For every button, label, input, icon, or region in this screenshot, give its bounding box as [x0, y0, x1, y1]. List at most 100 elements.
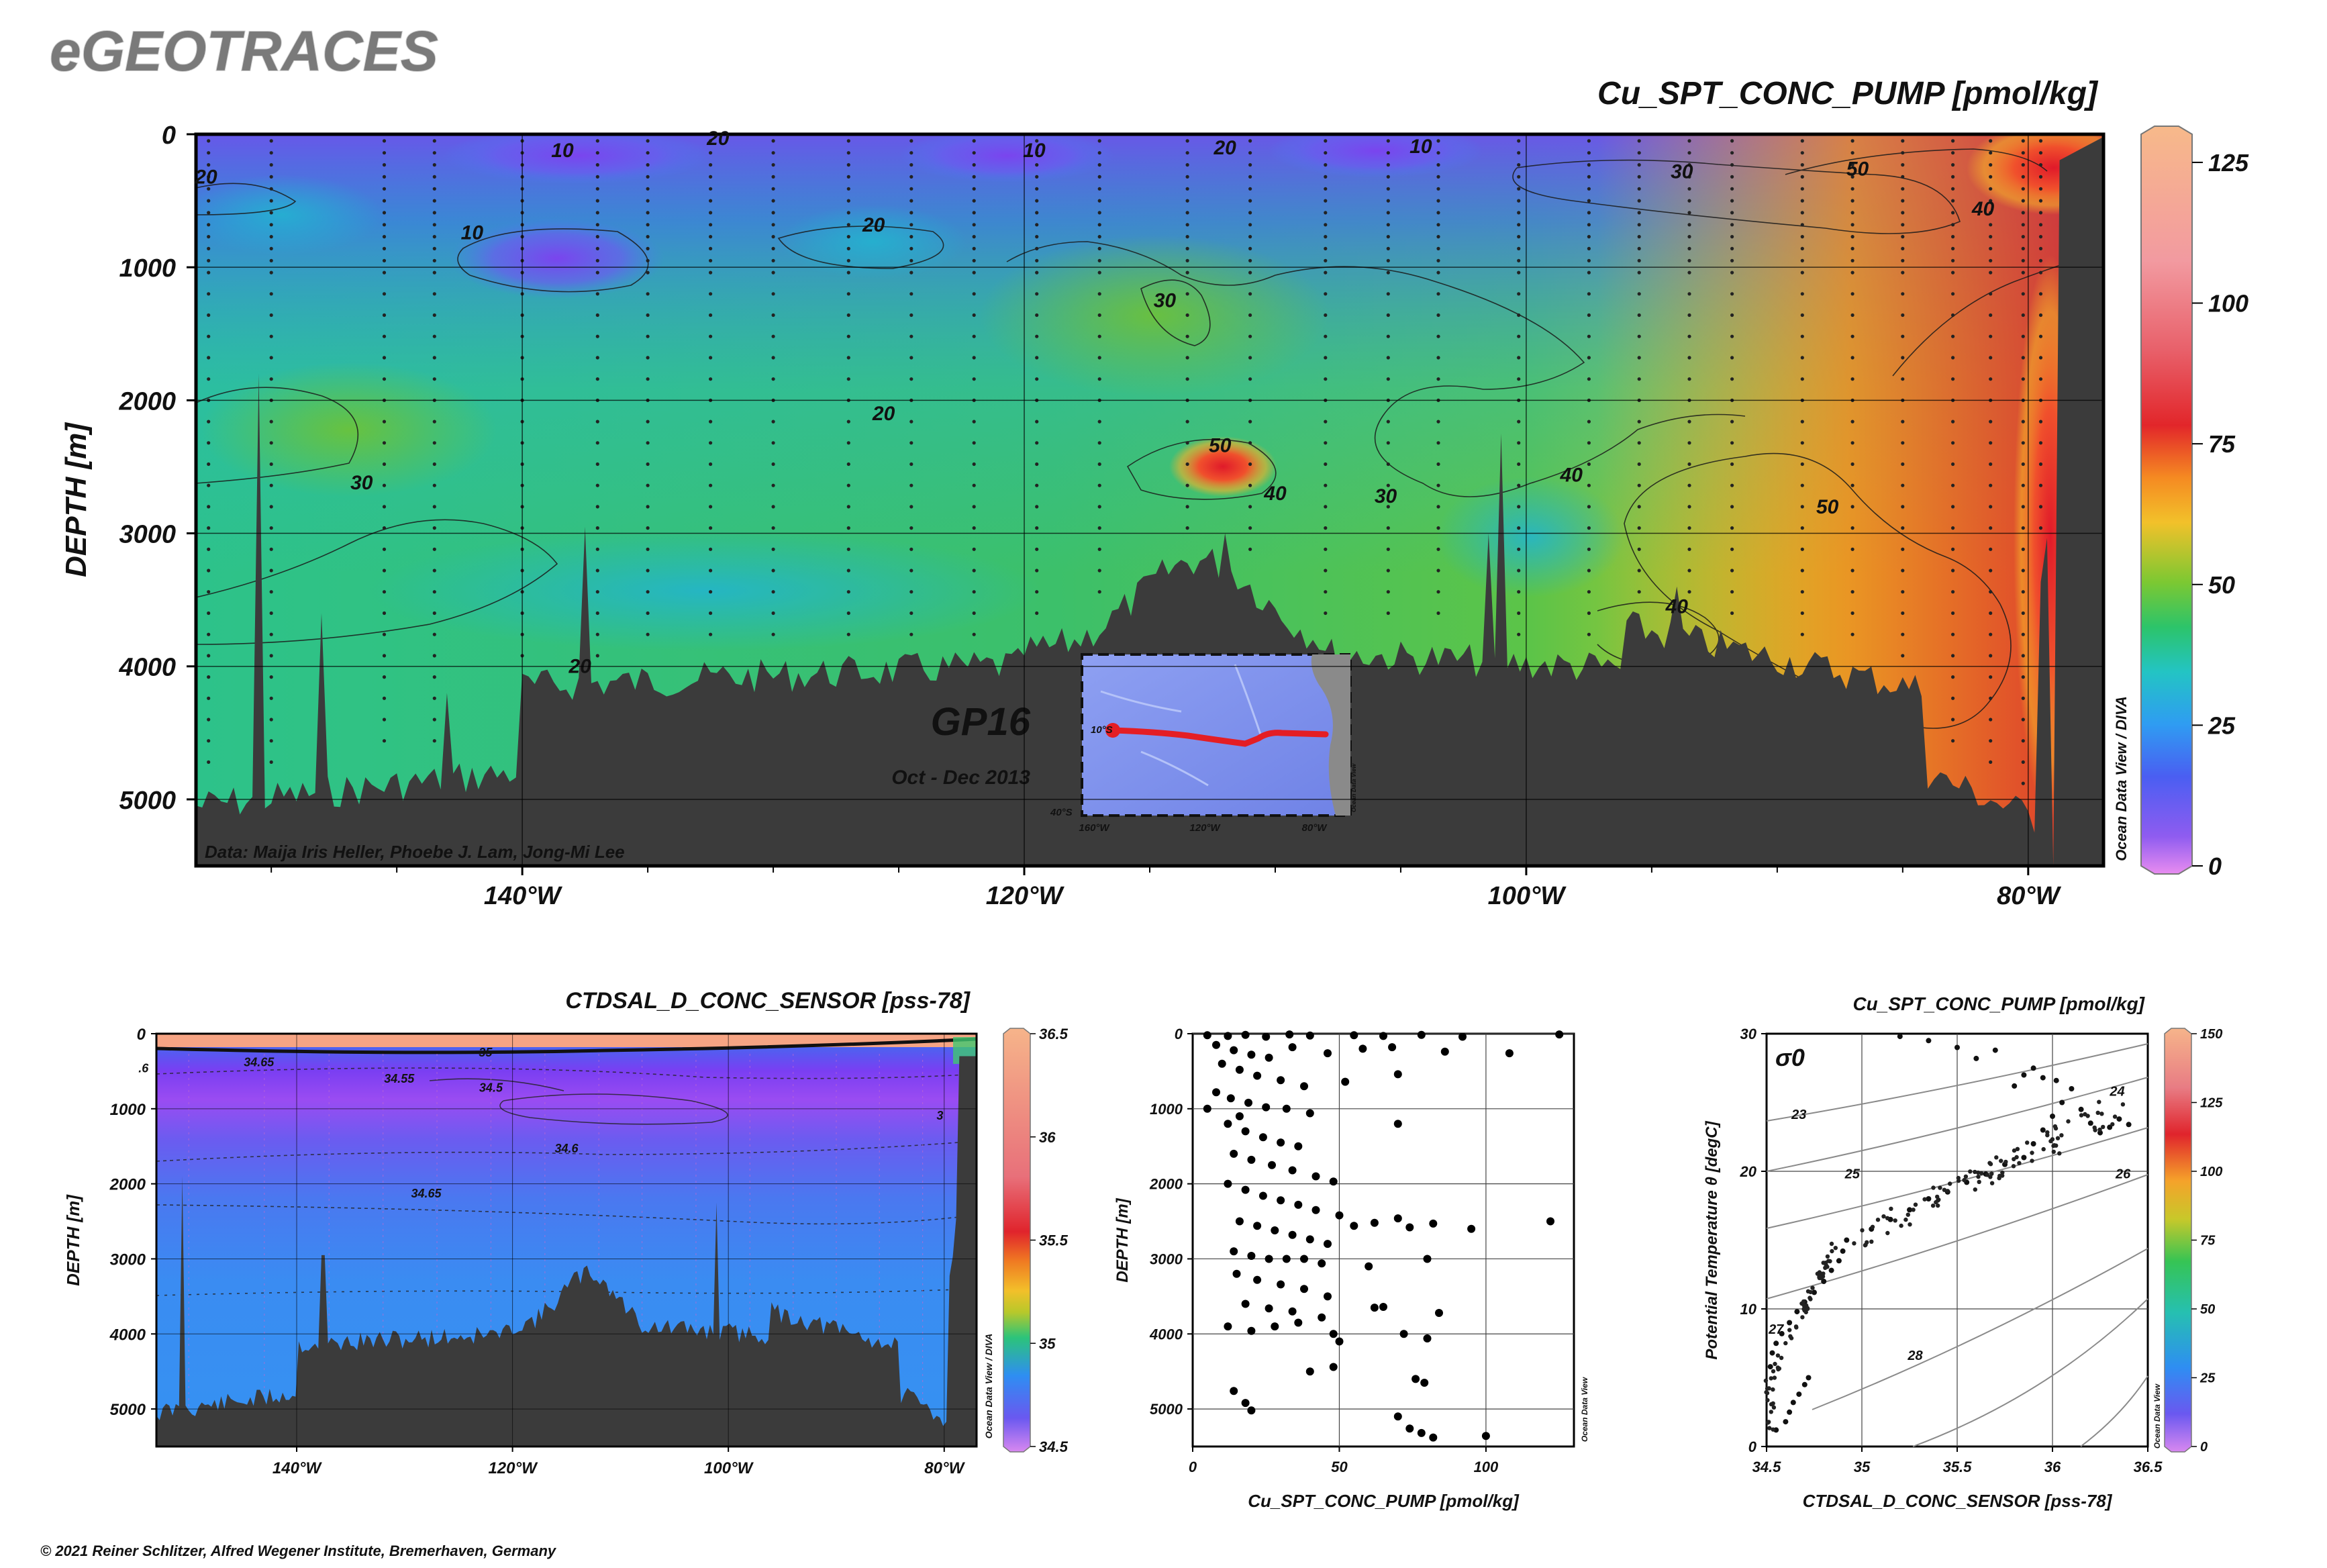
sample-dots — [207, 139, 2043, 785]
sample-dot — [1730, 611, 1734, 616]
ts-point — [1942, 1187, 1947, 1192]
ts-point — [1817, 1270, 1822, 1275]
sample-dot — [207, 569, 211, 573]
sample-dot — [972, 334, 976, 338]
sample-dot — [1248, 151, 1252, 155]
cruise-start-marker — [1105, 723, 1120, 738]
ts-point — [1823, 1261, 1828, 1265]
sample-dot — [595, 632, 599, 636]
salinity-surface-layer — [156, 1034, 977, 1047]
cruise-label: GP16 — [931, 700, 1031, 744]
sample-dot — [1324, 420, 1328, 424]
sample-dot — [2038, 334, 2043, 338]
ts-point — [1962, 1177, 1967, 1183]
purple-patch-west — [450, 218, 664, 299]
sample-dot — [646, 151, 650, 155]
sample-dot — [1850, 441, 1854, 445]
sample-dot — [1436, 462, 1440, 467]
sample-dot — [1730, 526, 1734, 530]
sample-dot — [846, 258, 850, 262]
ts-point — [1771, 1405, 1777, 1410]
sample-dot — [1324, 547, 1328, 551]
profile-point — [1288, 1230, 1297, 1239]
profile-point — [1258, 1133, 1267, 1142]
sample-dot — [1324, 483, 1328, 487]
cyan-patch-mid — [779, 205, 967, 279]
sample-dot — [1800, 356, 1804, 360]
sample-dot — [382, 696, 387, 700]
sample-dot — [207, 187, 211, 191]
sample-dot — [269, 547, 273, 551]
ts-point — [1776, 1367, 1781, 1372]
profile-point — [1440, 1047, 1449, 1056]
ts-point — [1772, 1375, 1777, 1380]
profile-x-tick-label: 0 — [1189, 1459, 1197, 1475]
sample-dot — [1436, 211, 1440, 215]
sample-dot — [432, 151, 436, 155]
sample-dot — [1687, 246, 1691, 250]
ts-point — [1819, 1275, 1824, 1281]
sample-dot — [646, 211, 650, 215]
sample-dot — [909, 271, 913, 275]
sample-dot — [846, 187, 850, 191]
sample-dot — [1035, 139, 1039, 143]
salinity-contours — [156, 1067, 977, 1296]
sample-dot — [646, 187, 650, 191]
sample-dot — [1730, 211, 1734, 215]
sample-dot — [2021, 258, 2025, 262]
colorbar-tick-label: 125 — [2208, 149, 2249, 177]
sample-dot — [1989, 292, 1993, 296]
sample-dot — [1901, 211, 1905, 215]
sample-dot — [846, 313, 850, 317]
sample-dot — [846, 441, 850, 445]
sample-dot — [269, 441, 273, 445]
sample-dot — [646, 163, 650, 167]
sample-dot — [1248, 356, 1252, 360]
sample-dot — [1587, 211, 1591, 215]
sample-dot — [1587, 313, 1591, 317]
sample-dot — [382, 271, 387, 275]
sample-dot — [269, 462, 273, 467]
profile-grid — [1193, 1033, 1574, 1447]
sample-dot — [1730, 569, 1734, 573]
profile-point — [1241, 1185, 1250, 1194]
sample-dot — [2038, 151, 2043, 155]
sample-dot — [1324, 139, 1328, 143]
ts-point — [1994, 1155, 1999, 1160]
salinity-y-tick-label: 4000 — [109, 1326, 146, 1344]
ts-y-tick-label: 0 — [1748, 1438, 1757, 1455]
profile-point — [1230, 1387, 1238, 1395]
sample-dot — [1587, 462, 1591, 467]
sample-dot — [1517, 235, 1521, 239]
sample-dot — [1800, 139, 1804, 143]
ts-point — [1903, 1217, 1908, 1222]
sample-dot — [709, 246, 713, 250]
sample-dot — [1517, 462, 1521, 467]
sample-dot — [432, 483, 436, 487]
sample-dot — [1248, 547, 1252, 551]
sample-dot — [1850, 139, 1854, 143]
sample-dot — [1951, 211, 1955, 215]
sample-dot — [595, 151, 599, 155]
sample-dot — [1248, 235, 1252, 239]
sample-dot — [595, 271, 599, 275]
sample-dot — [1637, 526, 1641, 530]
sample-dot — [1800, 569, 1804, 573]
sample-dot — [1587, 246, 1591, 250]
main-y-tick-label: 3000 — [119, 521, 176, 549]
sample-dot — [1185, 271, 1189, 275]
sample-dot — [207, 547, 211, 551]
sample-dot — [1248, 258, 1252, 262]
sample-dot — [1850, 462, 1854, 467]
sample-dot — [771, 235, 775, 239]
sample-dot — [709, 611, 713, 616]
profile-y-tick-label: 1000 — [1150, 1101, 1183, 1118]
sample-dot — [709, 462, 713, 467]
sample-dot — [1436, 441, 1440, 445]
sample-dot — [1989, 211, 1993, 215]
ts-point — [1893, 1218, 1897, 1223]
sample-dot — [1637, 313, 1641, 317]
sample-dot — [1989, 334, 1993, 338]
salinity-contour-label: 35 — [479, 1046, 493, 1059]
